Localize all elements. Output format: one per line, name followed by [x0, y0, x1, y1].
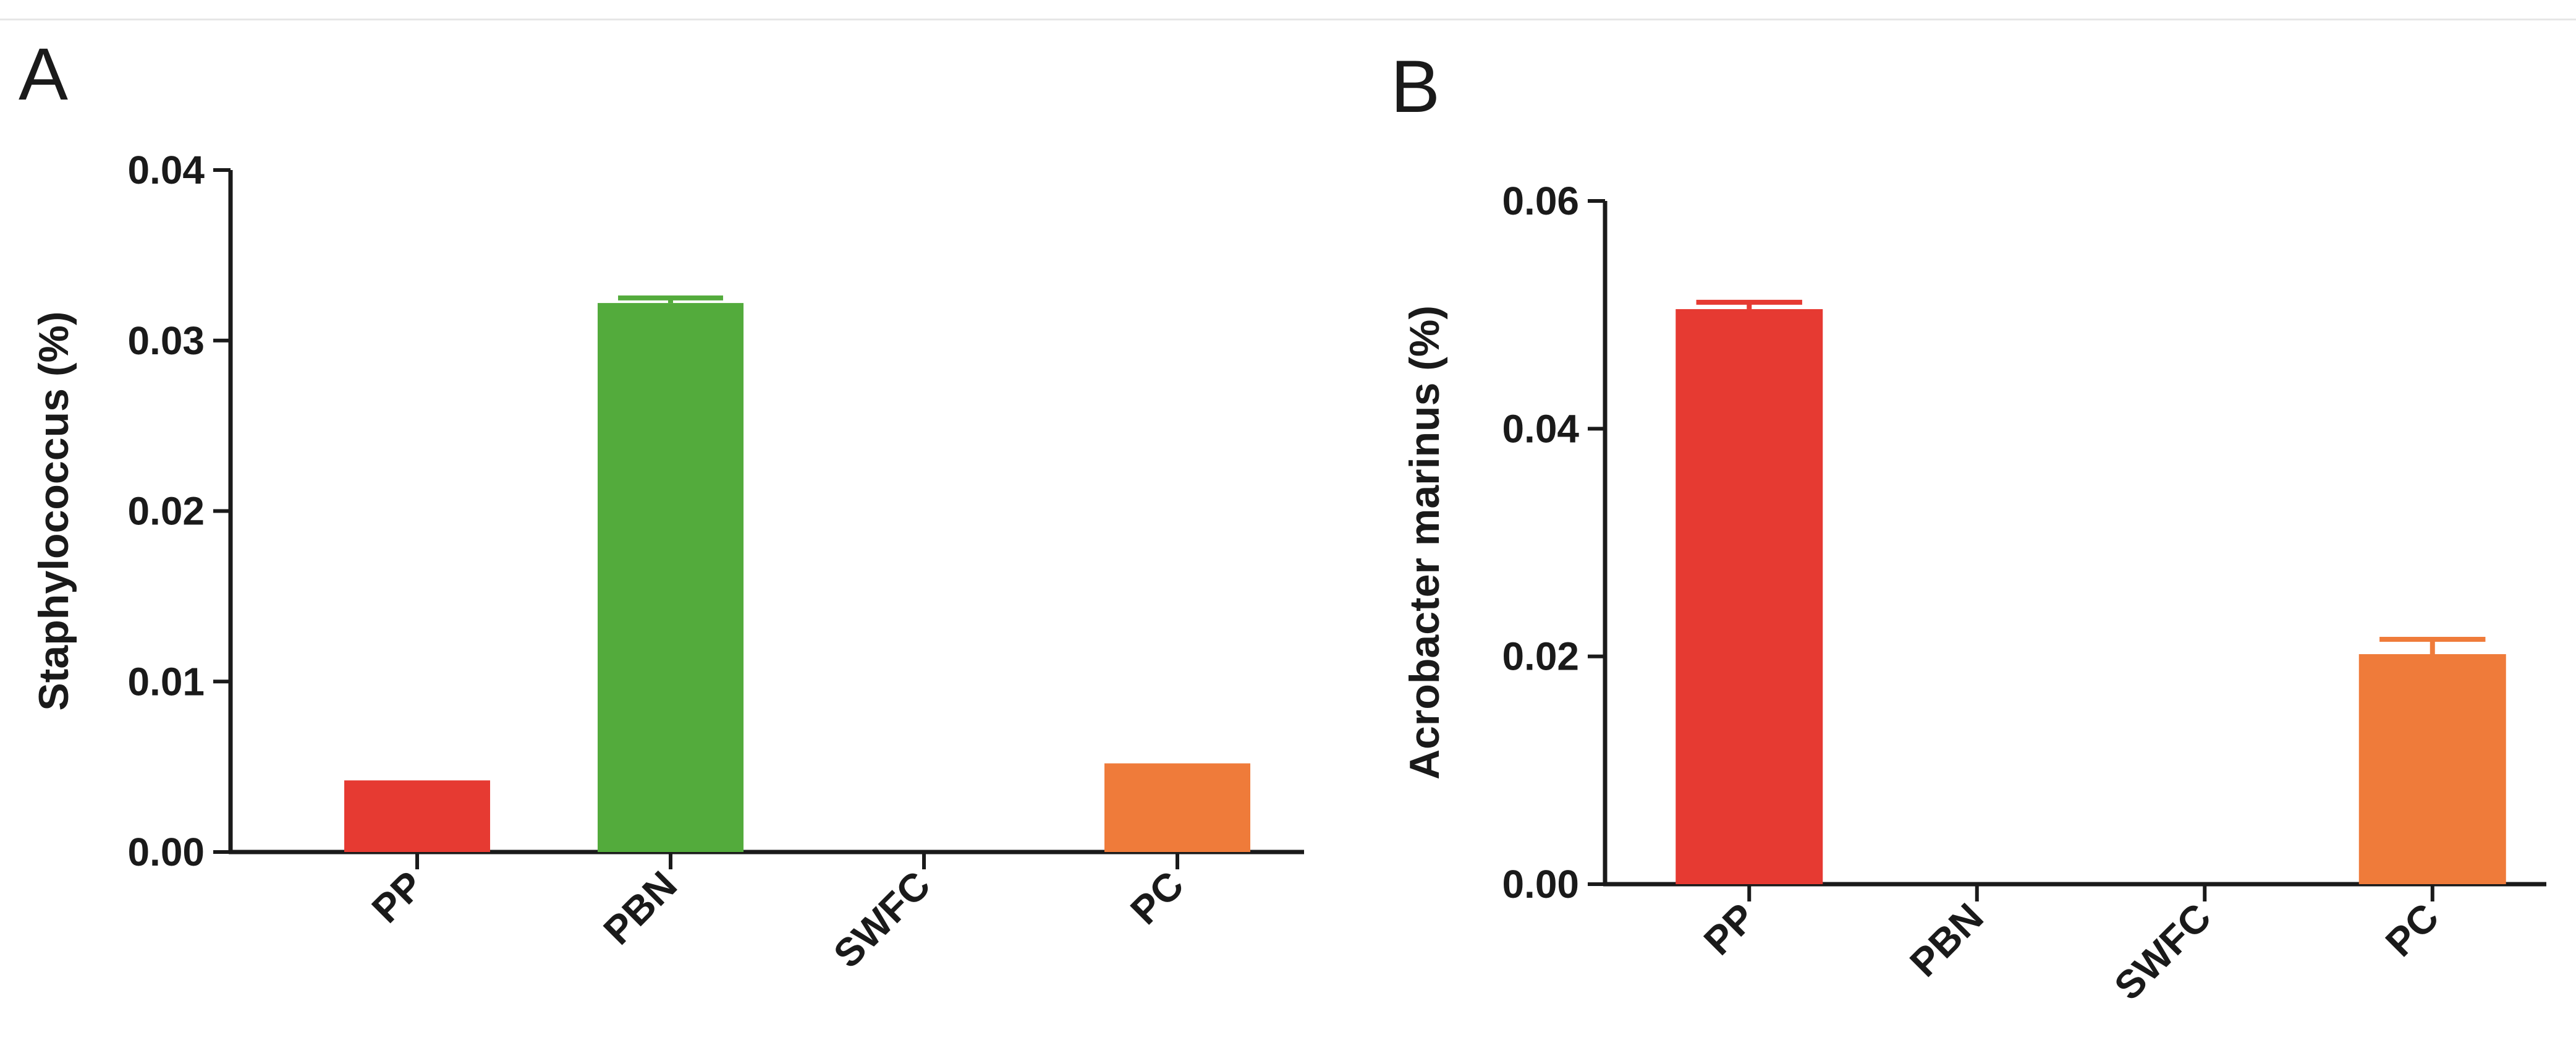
b-category-label-pbn: PBN — [1901, 895, 1991, 985]
a-bar-pc — [1104, 763, 1250, 852]
b-bar-pp — [1676, 309, 1823, 884]
b-y-tick-label: 0.00 — [1502, 862, 1579, 906]
a-y-tick-label: 0.00 — [127, 830, 205, 874]
a-bar-pbn — [598, 303, 744, 853]
b-category-label-swfc: SWFC — [2106, 895, 2219, 1008]
b-y-tick-label: 0.06 — [1502, 179, 1579, 223]
a-y-tick-label: 0.02 — [127, 489, 205, 534]
b-category-label-pc: PC — [2377, 895, 2447, 965]
a-y-tick-label: 0.01 — [127, 659, 205, 704]
b-y-tick-label: 0.02 — [1502, 634, 1579, 679]
b-bar-pc — [2358, 654, 2506, 884]
top-divider — [0, 19, 2576, 20]
panel-b-letter: B — [1391, 45, 1441, 128]
a-y-tick-label: 0.03 — [127, 318, 205, 363]
a-y-tick-label: 0.04 — [127, 148, 205, 192]
b-y-axis-title: Acrobacter marinus (%) — [1401, 305, 1448, 780]
a-y-axis-title: Staphylococcus (%) — [30, 311, 77, 710]
b-y-tick-label: 0.04 — [1502, 406, 1579, 451]
panel-a-letter: A — [19, 33, 69, 116]
b-category-label-pp: PP — [1695, 895, 1764, 963]
a-bar-pp — [344, 780, 490, 852]
